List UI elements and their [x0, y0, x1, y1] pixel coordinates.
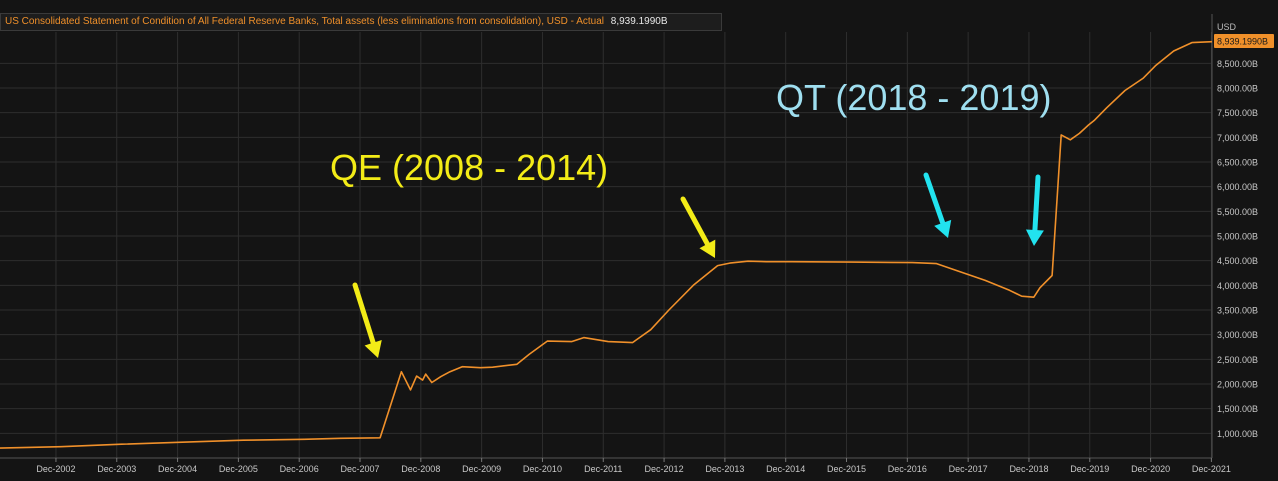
x-tick-label: Dec-2011: [584, 464, 622, 474]
x-tick-label: Dec-2012: [645, 464, 684, 474]
y-tick-label: 8,500.00B: [1217, 59, 1258, 69]
qe-annotation: QE (2008 - 2014): [330, 147, 608, 188]
qt-annotation: QT (2018 - 2019): [776, 77, 1051, 118]
y-tick-label: 5,500.00B: [1217, 207, 1258, 217]
x-tick-label: Dec-2020: [1131, 464, 1170, 474]
series-line-total-assets: [0, 40, 1213, 449]
qt-arrow-2019: [1025, 174, 1044, 246]
last-value-badge: 8,939.1990B: [1214, 34, 1274, 48]
y-tick-label: 4,500.00B: [1217, 256, 1258, 266]
y-tick-label: 5,000.00B: [1217, 232, 1258, 242]
x-tick-label: Dec-2021: [1192, 464, 1231, 474]
x-tick-label: Dec-2007: [340, 464, 379, 474]
legend-series-name: US Consolidated Statement of Condition o…: [5, 16, 604, 27]
last-value-badge-bg: [1214, 34, 1274, 48]
x-tick-label: Dec-2015: [827, 464, 866, 474]
x-tick-label: Dec-2019: [1070, 464, 1109, 474]
y-unit-label: USD: [1217, 22, 1237, 32]
x-tick-label: Dec-2018: [1009, 464, 1048, 474]
x-tick-label: Dec-2016: [888, 464, 927, 474]
x-axis: Dec-2002 Dec-2003 Dec-2004 Dec-2005 Dec-2006…: [36, 458, 1231, 474]
y-axis: USD 1,000.00B 1,500.00B 2,000.00B 2,500.00B…: [1217, 22, 1258, 439]
x-tick-label: Dec-2002: [36, 464, 75, 474]
x-tick-label: Dec-2017: [949, 464, 988, 474]
x-tick-label: Dec-2014: [766, 464, 805, 474]
y-tick-label: 3,500.00B: [1217, 306, 1258, 316]
x-tick-label: Dec-2004: [158, 464, 197, 474]
y-tick-label: 3,000.00B: [1217, 330, 1258, 340]
y-tick-label: 2,000.00B: [1217, 380, 1258, 390]
qt-arrow-2018: [923, 172, 952, 238]
x-tick-label: Dec-2005: [219, 464, 258, 474]
x-tick-label: Dec-2010: [523, 464, 562, 474]
y-tick-label: 7,000.00B: [1217, 133, 1258, 143]
last-value-badge-text: 8,939.1990B: [1217, 37, 1268, 47]
y-tick-label: 6,500.00B: [1217, 158, 1258, 168]
series-legend[interactable]: US Consolidated Statement of Condition o…: [0, 13, 722, 31]
grid: [0, 14, 1213, 459]
y-tick-label: 4,000.00B: [1217, 281, 1258, 291]
y-tick-label: 7,500.00B: [1217, 108, 1258, 118]
qe-arrow-2008: [352, 282, 382, 358]
x-tick-label: Dec-2013: [705, 464, 744, 474]
x-tick-label: Dec-2006: [280, 464, 319, 474]
x-tick-label: Dec-2008: [401, 464, 440, 474]
qe-arrow-2014: [680, 196, 716, 258]
annotation-arrows: [352, 172, 1044, 358]
y-tick-label: 2,500.00B: [1217, 355, 1258, 365]
y-tick-label: 1,500.00B: [1217, 404, 1258, 414]
y-tick-label: 1,000.00B: [1217, 429, 1258, 439]
legend-last-value: 8,939.1990B: [610, 16, 668, 27]
x-tick-label: Dec-2009: [462, 464, 501, 474]
y-tick-label: 6,000.00B: [1217, 182, 1258, 192]
y-tick-label: 8,000.00B: [1217, 84, 1258, 94]
x-tick-label: Dec-2003: [97, 464, 136, 474]
